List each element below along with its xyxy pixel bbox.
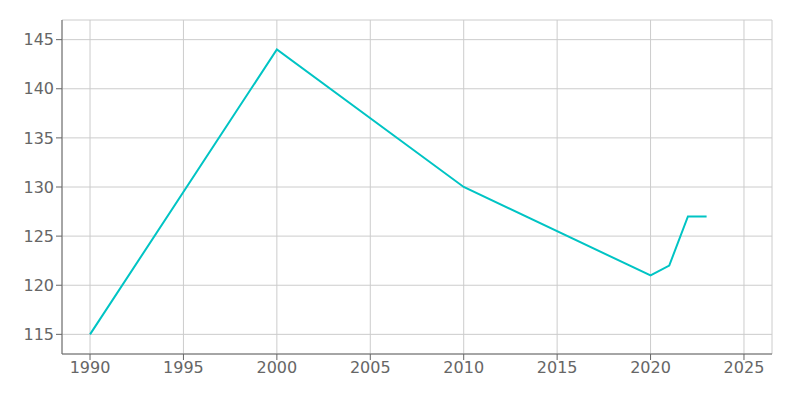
svg-text:1990: 1990 xyxy=(70,358,111,377)
svg-text:145: 145 xyxy=(23,30,54,49)
svg-text:2010: 2010 xyxy=(443,358,484,377)
svg-text:130: 130 xyxy=(23,178,54,197)
svg-text:2020: 2020 xyxy=(630,358,671,377)
svg-text:2005: 2005 xyxy=(350,358,391,377)
svg-text:125: 125 xyxy=(23,227,54,246)
svg-text:115: 115 xyxy=(23,325,54,344)
svg-text:2025: 2025 xyxy=(724,358,765,377)
svg-text:120: 120 xyxy=(23,276,54,295)
svg-text:2000: 2000 xyxy=(257,358,298,377)
svg-text:1995: 1995 xyxy=(163,358,204,377)
svg-text:135: 135 xyxy=(23,129,54,148)
svg-text:140: 140 xyxy=(23,79,54,98)
svg-text:2015: 2015 xyxy=(537,358,578,377)
